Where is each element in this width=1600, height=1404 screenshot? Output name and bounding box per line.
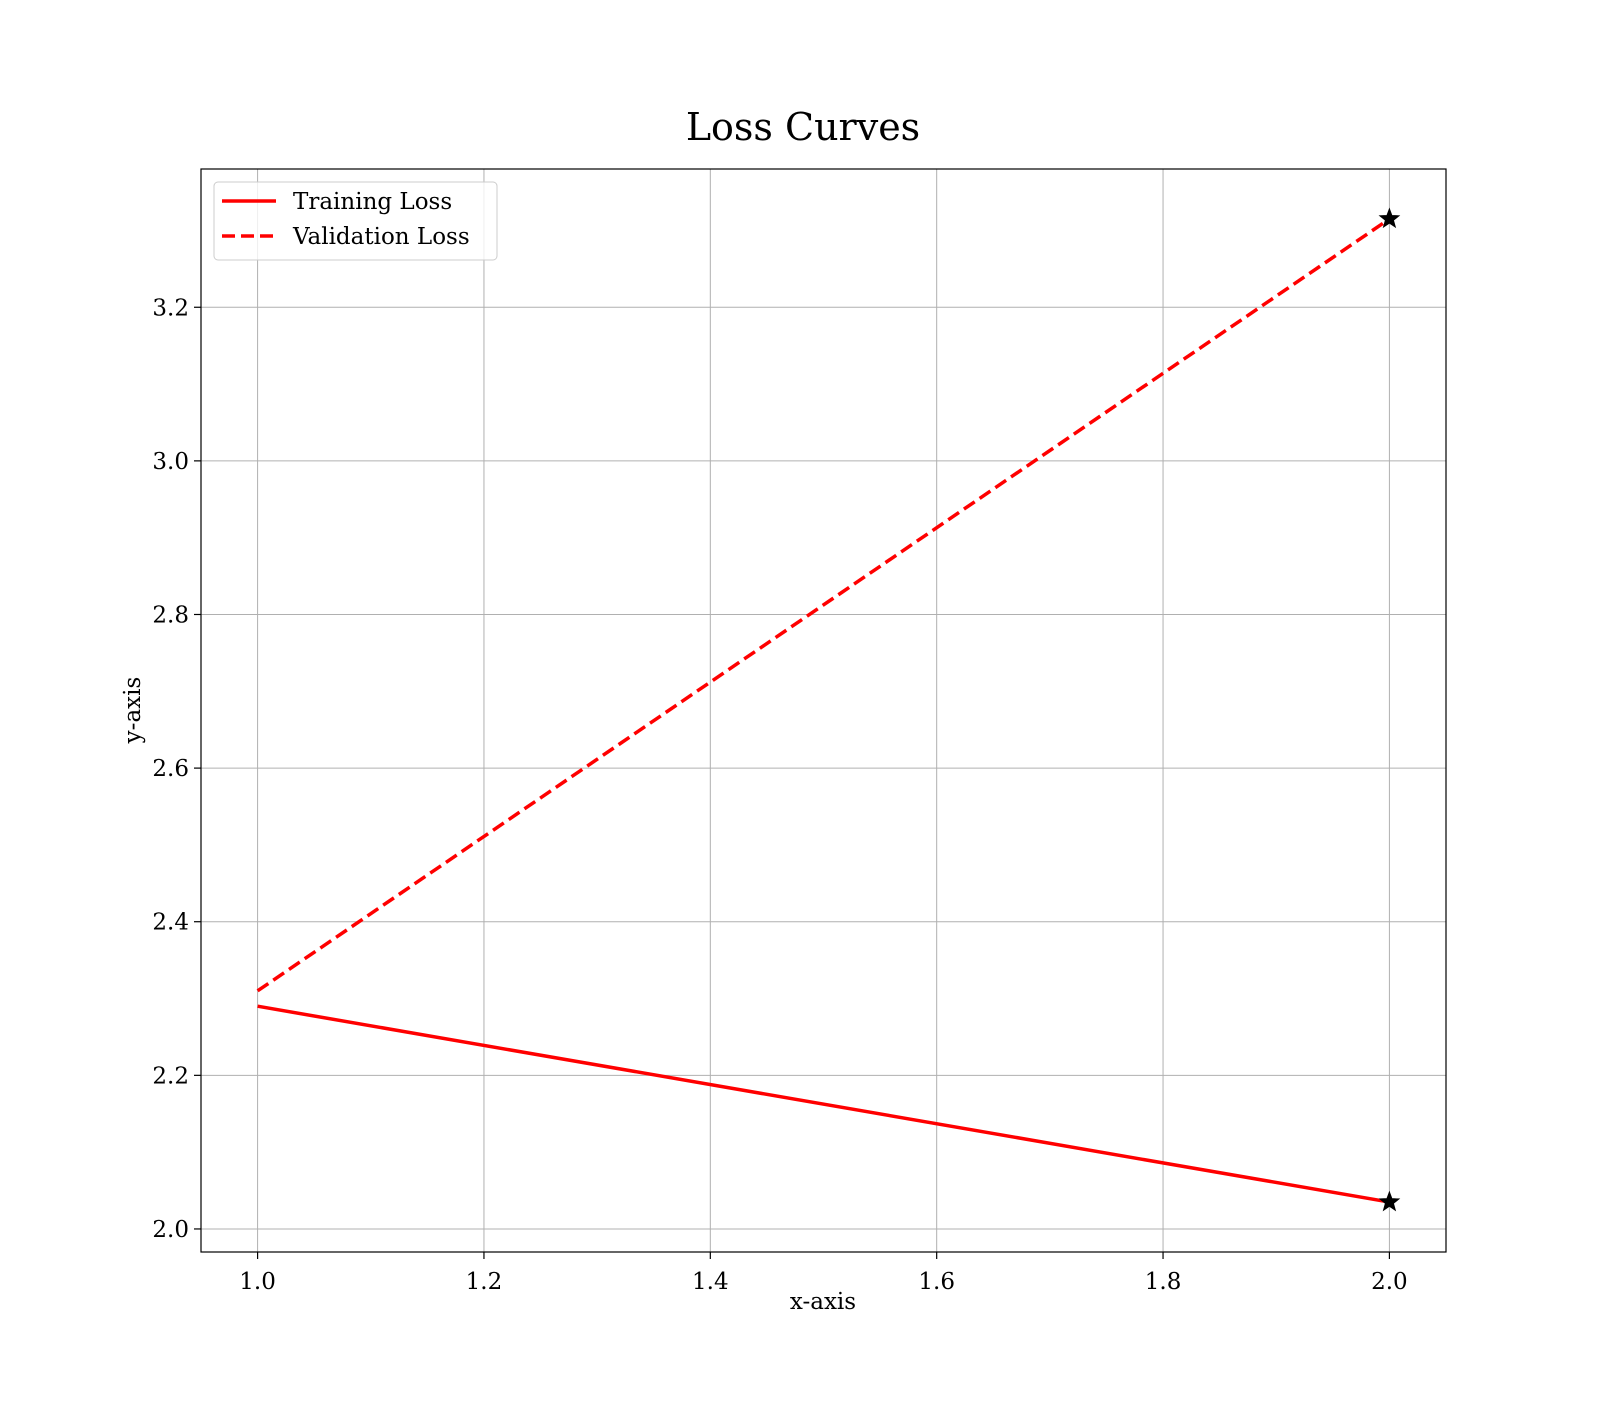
- series-end-marker-training-loss: [1378, 1190, 1401, 1212]
- y-tick-label: 2.6: [152, 756, 189, 782]
- y-tick-label: 3.0: [152, 449, 189, 475]
- y-axis-label: y-axis: [120, 677, 146, 745]
- x-tick-label: 1.8: [1145, 1269, 1182, 1295]
- series-line-validation-loss: [256, 217, 1391, 993]
- y-tick-label: 2.2: [152, 1063, 189, 1089]
- y-tick-label: 2.0: [152, 1217, 189, 1243]
- y-tick-label: 3.2: [152, 295, 189, 321]
- x-tick-label: 2.0: [1371, 1269, 1408, 1295]
- series-line-training-loss: [257, 1004, 1390, 1204]
- grid: [201, 169, 1446, 1252]
- legend-label-validation-loss: Validation Loss: [292, 224, 470, 250]
- x-axis-label: x-axis: [790, 1289, 856, 1315]
- x-ticks: 1.0 1.2 1.4 1.6 1.8 2.0: [239, 1252, 1408, 1295]
- series-end-marker-validation-loss: [1378, 207, 1401, 229]
- legend-box: [213, 181, 498, 261]
- legend: Training Loss Validation Loss: [213, 181, 498, 261]
- legend-label-training-loss: Training Loss: [293, 189, 452, 215]
- series-layer: [256, 207, 1401, 1212]
- plot-frame: [200, 168, 1447, 1253]
- x-tick-label: 1.4: [692, 1269, 729, 1295]
- x-tick-label: 1.2: [466, 1269, 503, 1295]
- chart-title: Loss Curves: [686, 105, 920, 149]
- x-tick-label: 1.6: [918, 1269, 955, 1295]
- y-tick-label: 2.4: [152, 910, 189, 936]
- x-tick-label: 1.0: [239, 1269, 276, 1295]
- y-ticks: 2.0 2.2 2.4 2.6 2.8 3.0 3.2: [152, 295, 201, 1243]
- y-tick-label: 2.8: [152, 602, 189, 628]
